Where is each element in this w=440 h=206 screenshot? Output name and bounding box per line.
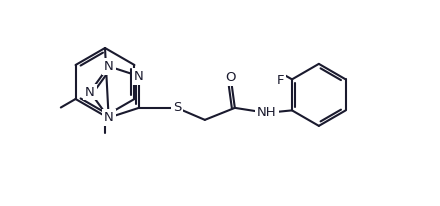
Text: N: N <box>85 85 95 98</box>
Text: N: N <box>104 60 114 73</box>
Text: N: N <box>134 70 144 83</box>
Text: N: N <box>104 111 114 124</box>
Text: NH: NH <box>257 106 277 119</box>
Text: S: S <box>172 101 181 114</box>
Text: F: F <box>277 74 284 87</box>
Text: O: O <box>226 71 236 84</box>
